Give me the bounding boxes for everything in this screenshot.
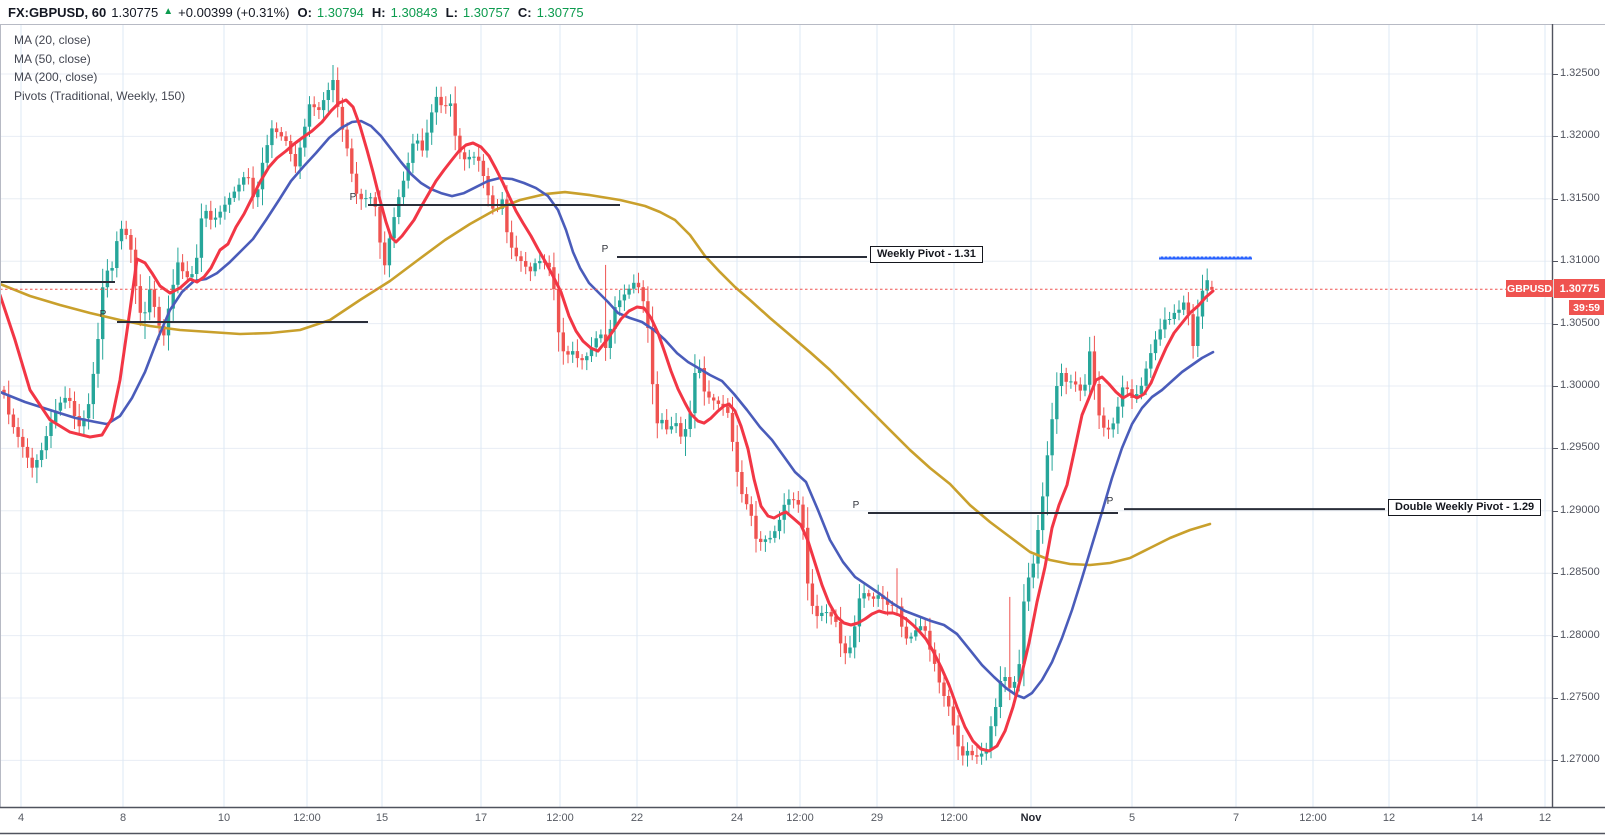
- time-axis-label: 4: [17, 812, 25, 824]
- price-axis-label: 1.31000: [1553, 254, 1600, 266]
- time-axis-label: Nov: [1020, 812, 1042, 824]
- price-axis-label: 1.32500: [1553, 67, 1600, 79]
- legend-ma200[interactable]: MA (200, close): [14, 70, 98, 84]
- close-value: 1.30775: [536, 4, 584, 20]
- price-axis-label: 1.27500: [1553, 691, 1600, 703]
- price-axis-label: 1.30000: [1553, 379, 1600, 391]
- price-axis-label: 1.27000: [1553, 753, 1600, 765]
- price-axis-label: 1.32000: [1553, 129, 1600, 141]
- low-value: 1.30757: [462, 4, 510, 20]
- double-weekly-pivot-callout[interactable]: Double Weekly Pivot - 1.29: [1388, 499, 1542, 516]
- time-axis-label: 7: [1232, 812, 1240, 824]
- time-axis-label: 12: [1382, 812, 1396, 824]
- time-axis-label: 22: [630, 812, 644, 824]
- pivot-lines: [0, 204, 1385, 514]
- symbol-title[interactable]: FX:GBPUSD, 60: [8, 4, 107, 20]
- legend-ma20[interactable]: MA (20, close): [14, 33, 91, 47]
- price-axis-label: 1.28000: [1553, 629, 1600, 641]
- pivot-p-label: P: [1106, 496, 1114, 508]
- open-value: 1.30794: [316, 4, 364, 20]
- pivot-p-label: P: [852, 500, 860, 512]
- pivot-p-label: P: [349, 192, 357, 204]
- time-axis-label: 8: [119, 812, 127, 824]
- candles-layer: [2, 65, 1214, 767]
- time-axis-label: 12:00: [786, 812, 814, 824]
- last-price-value: 1.30775: [111, 4, 159, 20]
- price-axis-label: 1.31500: [1553, 192, 1600, 204]
- time-axis[interactable]: 4 8 10 12:00 15 17 12:00 22 24 12:00 29 12:00 Nov 5 7 1…: [0, 812, 1553, 830]
- open-label: O:: [297, 4, 312, 20]
- time-axis-label: 12:00: [546, 812, 574, 824]
- legend-ma50[interactable]: MA (50, close): [14, 51, 91, 66]
- ma200-line: [0, 190, 1212, 567]
- price-axis-label: 1.29500: [1553, 441, 1600, 453]
- ma50-line: [0, 119, 1215, 700]
- time-axis-label: 24: [730, 812, 744, 824]
- low-label: L:: [445, 4, 458, 20]
- pivot-p-label: P: [601, 243, 609, 255]
- price-axis-label: 1.28500: [1553, 566, 1600, 578]
- price-axis[interactable]: 1.32500 1.32000 1.31500 1.31000 1.30500 1.300…: [1553, 24, 1605, 807]
- close-label: C:: [517, 4, 532, 20]
- high-value: 1.30843: [390, 4, 438, 20]
- level-line: [1159, 256, 1252, 260]
- time-axis-label: 14: [1470, 812, 1484, 824]
- price-change: +0.00399 (+0.31%): [178, 4, 290, 20]
- time-axis-label: 29: [870, 812, 884, 824]
- bar-countdown-tag: 39:59: [1569, 300, 1604, 316]
- legend-pivots[interactable]: Pivots (Traditional, Weekly, 150): [14, 88, 186, 103]
- symbol-price-tag: GBPUSD: [1506, 280, 1553, 298]
- time-axis-label: 12:00: [293, 812, 321, 824]
- time-axis-label: 12: [1538, 812, 1552, 824]
- up-arrow-icon: ▲: [163, 5, 174, 17]
- time-axis-label: 12:00: [940, 812, 968, 824]
- weekly-pivot-callout[interactable]: Weekly Pivot - 1.31: [870, 246, 983, 263]
- time-axis-label: 5: [1128, 812, 1136, 824]
- time-axis-label: 12:00: [1299, 812, 1327, 824]
- price-axis-label: 1.29000: [1553, 504, 1600, 516]
- time-axis-label: 15: [375, 812, 389, 824]
- gridlines: [0, 25, 1552, 807]
- plot-frame: [0, 24, 1605, 835]
- moving-averages: [0, 98, 1215, 753]
- price-axis-label: 1.30500: [1553, 317, 1600, 329]
- symbol-info-bar: FX:GBPUSD, 60 1.30775 ▲ +0.00399 (+0.31%…: [8, 0, 584, 24]
- pivot-p-label: P: [99, 308, 107, 320]
- high-label: H:: [371, 4, 386, 20]
- last-price-tag: 1.30775: [1554, 279, 1605, 299]
- time-axis-label: 10: [217, 812, 231, 824]
- indicator-legend: MA (20, close) MA (50, close) MA (200, c…: [14, 31, 185, 105]
- ma20-line: [0, 98, 1215, 753]
- time-axis-label: 17: [474, 812, 488, 824]
